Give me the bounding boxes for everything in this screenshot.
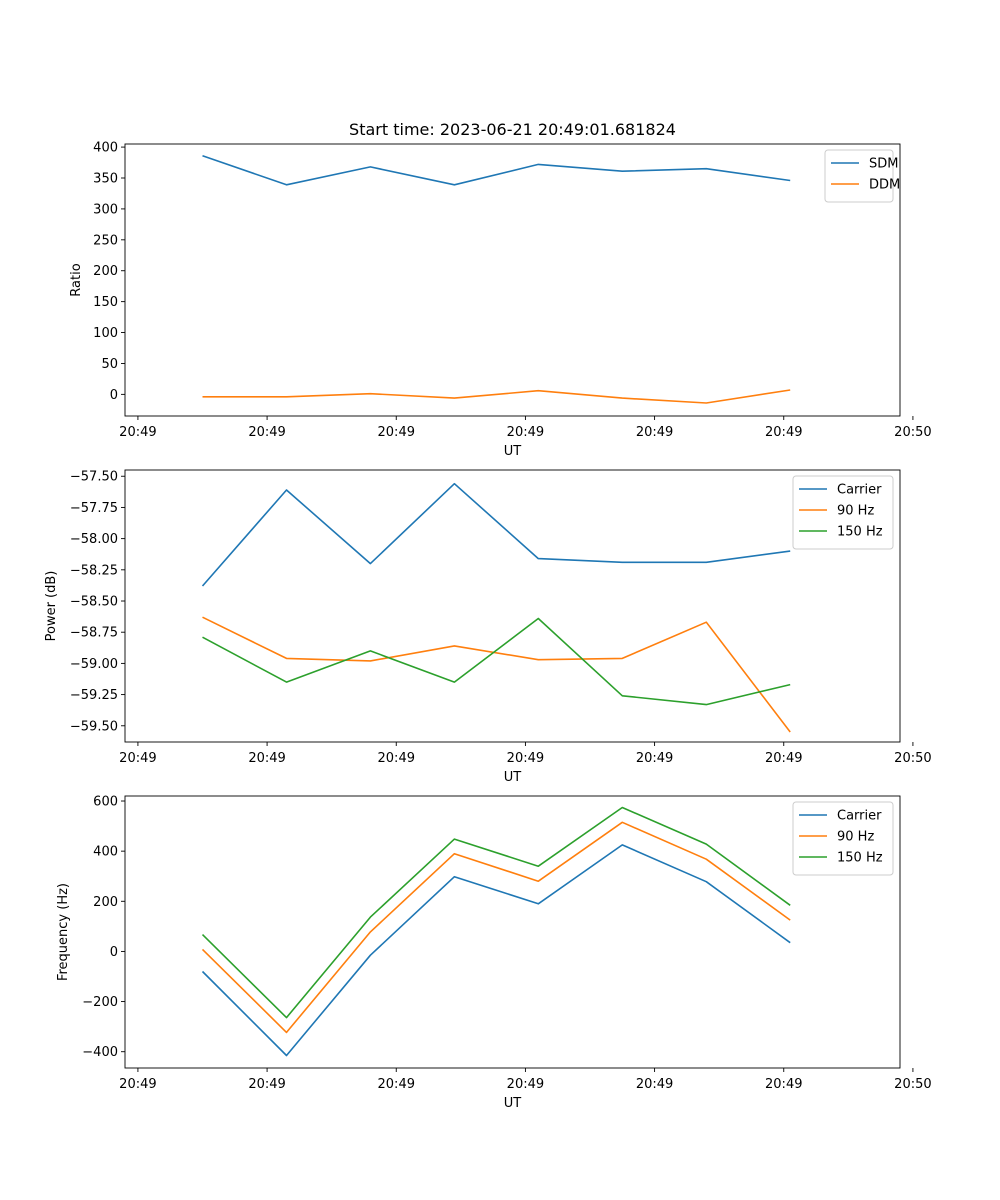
series-line-carrier [201,482,791,587]
x-tick-label: 20:49 [765,425,802,440]
x-tick-label: 20:49 [507,1077,544,1092]
y-axis-label: Ratio [69,263,84,296]
x-axis-label: UT [504,444,522,459]
legend-label: Carrier [837,809,882,824]
x-tick-label: 20:49 [119,425,156,440]
x-tick-label: 20:49 [507,751,544,766]
legend-label: Carrier [837,483,882,498]
legend-label: DDM [869,178,900,193]
subplot-3: −400 −200 0 200 400 600 20:49 20:49 20:49 20:49 20… [56,795,932,1111]
y-tick-label: −400 [82,1045,118,1060]
x-tick-label: 20:49 [507,425,544,440]
y-tick-label: 0 [110,388,118,403]
y-tick-label: 350 [93,172,118,187]
x-tick-label: 20:49 [248,1077,285,1092]
x-tick-label: 20:49 [378,425,415,440]
series-line-carrier [201,844,791,1057]
plots-container: 0 50 100 150 200 250 300 350 400 20:49 20:49 20:49 2… [44,120,932,1111]
y-tick-label: 0 [110,945,118,960]
legend-label: 150 Hz [837,851,883,866]
x-tick-label: 20:49 [119,1077,156,1092]
series-line-sdm [202,154,791,186]
y-tick-label: 100 [93,326,118,341]
series-line-ddm [202,389,791,404]
legend: SDM DDM [824,149,900,203]
x-tick-label: 20:49 [636,751,673,766]
x-axis-label: UT [504,770,522,785]
series-line-90-hz [201,821,791,1034]
y-tick-label: −57.50 [70,470,118,485]
series-line-150-hz [202,617,791,706]
x-tick-label: 20:49 [765,751,802,766]
y-axis-label: Frequency (Hz) [56,883,71,981]
chart-title: Start time: 2023-06-21 20:49:01.681824 [349,120,676,139]
y-tick-label: 300 [93,202,118,217]
series-line-90-hz [202,616,791,733]
y-tick-label: 250 [93,233,118,248]
y-tick-label: −200 [82,995,118,1010]
y-tick-label: −58.25 [70,563,118,578]
x-tick-label: 20:50 [894,751,931,766]
y-tick-label: 150 [93,295,118,310]
y-tick-label: 600 [93,795,118,810]
plot-frame [124,469,901,743]
y-axis-label: Power (dB) [44,571,59,642]
legend: Carrier 90 Hz 150 Hz [792,475,894,550]
subplot-1: 0 50 100 150 200 250 300 350 400 20:49 20:49 20:49 2… [69,120,932,459]
plot-frame [124,795,901,1069]
y-tick-label: −59.00 [70,657,118,672]
legend-label: 150 Hz [837,525,883,540]
x-tick-label: 20:50 [894,425,931,440]
series-line-150-hz [201,806,791,1019]
x-tick-label: 20:49 [248,425,285,440]
y-tick-label: −58.75 [70,626,118,641]
y-tick-label: −58.50 [70,595,118,610]
x-tick-label: 20:49 [119,751,156,766]
x-tick-label: 20:50 [894,1077,931,1092]
x-axis-label: UT [504,1096,522,1111]
x-tick-label: 20:49 [378,751,415,766]
y-tick-label: −59.50 [70,719,118,734]
legend-label: 90 Hz [837,504,874,519]
y-tick-label: 400 [93,845,118,860]
y-tick-label: 200 [93,264,118,279]
x-tick-label: 20:49 [765,1077,802,1092]
legend: Carrier 90 Hz 150 Hz [792,801,894,876]
subplot-2: −59.50 −59.25 −59.00 −58.75 −58.50 −58.25 −58.… [44,469,932,785]
y-tick-label: 200 [93,895,118,910]
y-tick-label: −58.00 [70,532,118,547]
y-tick-label: −57.75 [70,501,118,516]
y-tick-label: −59.25 [70,688,118,703]
x-tick-label: 20:49 [636,425,673,440]
x-tick-label: 20:49 [636,1077,673,1092]
legend-label: SDM [869,157,898,172]
legend-label: 90 Hz [837,830,874,845]
y-tick-label: 400 [93,141,118,156]
plot-frame [124,143,901,417]
x-tick-label: 20:49 [248,751,285,766]
x-tick-label: 20:49 [378,1077,415,1092]
y-tick-label: 50 [101,357,118,372]
